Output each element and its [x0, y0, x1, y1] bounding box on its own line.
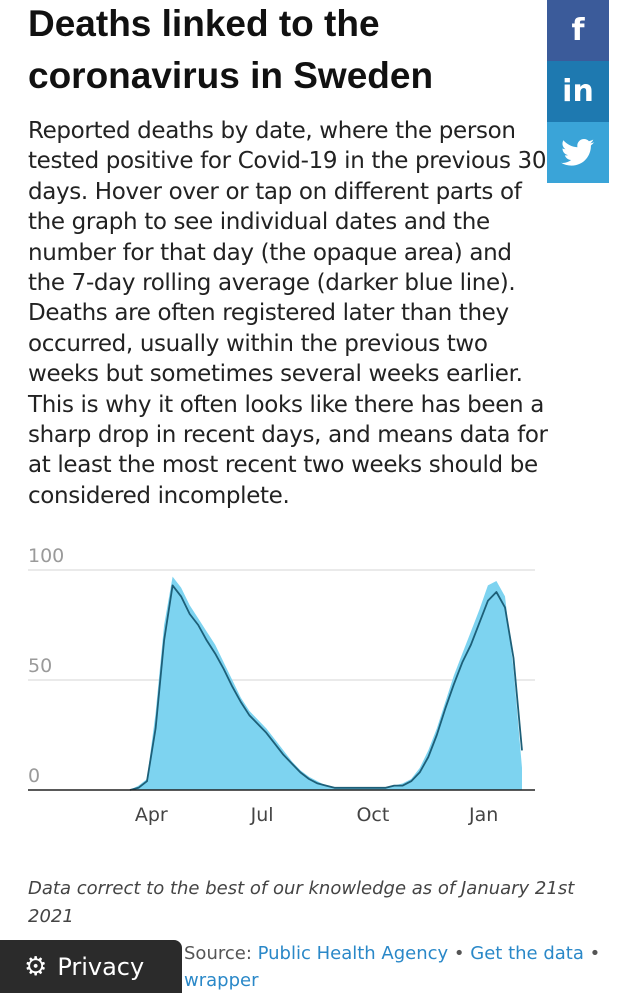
privacy-button[interactable]: ⚙ Privacy — [0, 940, 182, 993]
x-tick-label: Apr — [135, 804, 168, 826]
y-tick-label: 0 — [28, 765, 40, 787]
x-tick-label: Oct — [356, 804, 389, 826]
source-link[interactable]: Public Health Agency — [257, 943, 449, 964]
facebook-icon: f — [571, 13, 585, 48]
rolling-average-line — [129, 584, 523, 791]
average-line-path — [129, 584, 523, 791]
y-tick-label: 50 — [28, 655, 52, 677]
twitter-icon — [561, 138, 595, 166]
page-title: Deaths linked to the coronavirus in Swed… — [28, 3, 434, 96]
chart-description: Reported deaths by date, where the perso… — [28, 118, 548, 509]
data-note: Data correct to the best of our knowledg… — [28, 878, 575, 927]
y-tick-label: 100 — [28, 545, 64, 567]
chart-gridlines — [28, 569, 535, 681]
linkedin-icon: in — [562, 74, 594, 109]
privacy-label: Privacy — [57, 952, 145, 981]
daily-area-shape — [130, 576, 522, 790]
wrapper-link[interactable]: wrapper — [184, 970, 259, 991]
x-tick-label: Jul — [250, 804, 274, 826]
y-axis-ticks: 100 50 0 — [28, 545, 64, 787]
daily-deaths-area — [130, 576, 522, 790]
separator: • — [448, 943, 471, 964]
deaths-chart[interactable]: 100 50 0 Apr Jul Oct Jan — [0, 540, 640, 840]
linkedin-share-button[interactable]: in — [547, 61, 609, 122]
gear-icon: ⚙ — [24, 951, 48, 982]
facebook-share-button[interactable]: f — [547, 0, 609, 61]
x-tick-label: Jan — [468, 804, 498, 826]
twitter-share-button[interactable] — [547, 122, 609, 183]
separator: • — [583, 943, 601, 964]
get-data-link[interactable]: Get the data — [470, 943, 584, 964]
x-axis-ticks: Apr Jul Oct Jan — [135, 804, 498, 826]
source-label: Source: — [184, 943, 258, 964]
source-line: Source: Public Health Agency • Get the d… — [184, 940, 604, 994]
